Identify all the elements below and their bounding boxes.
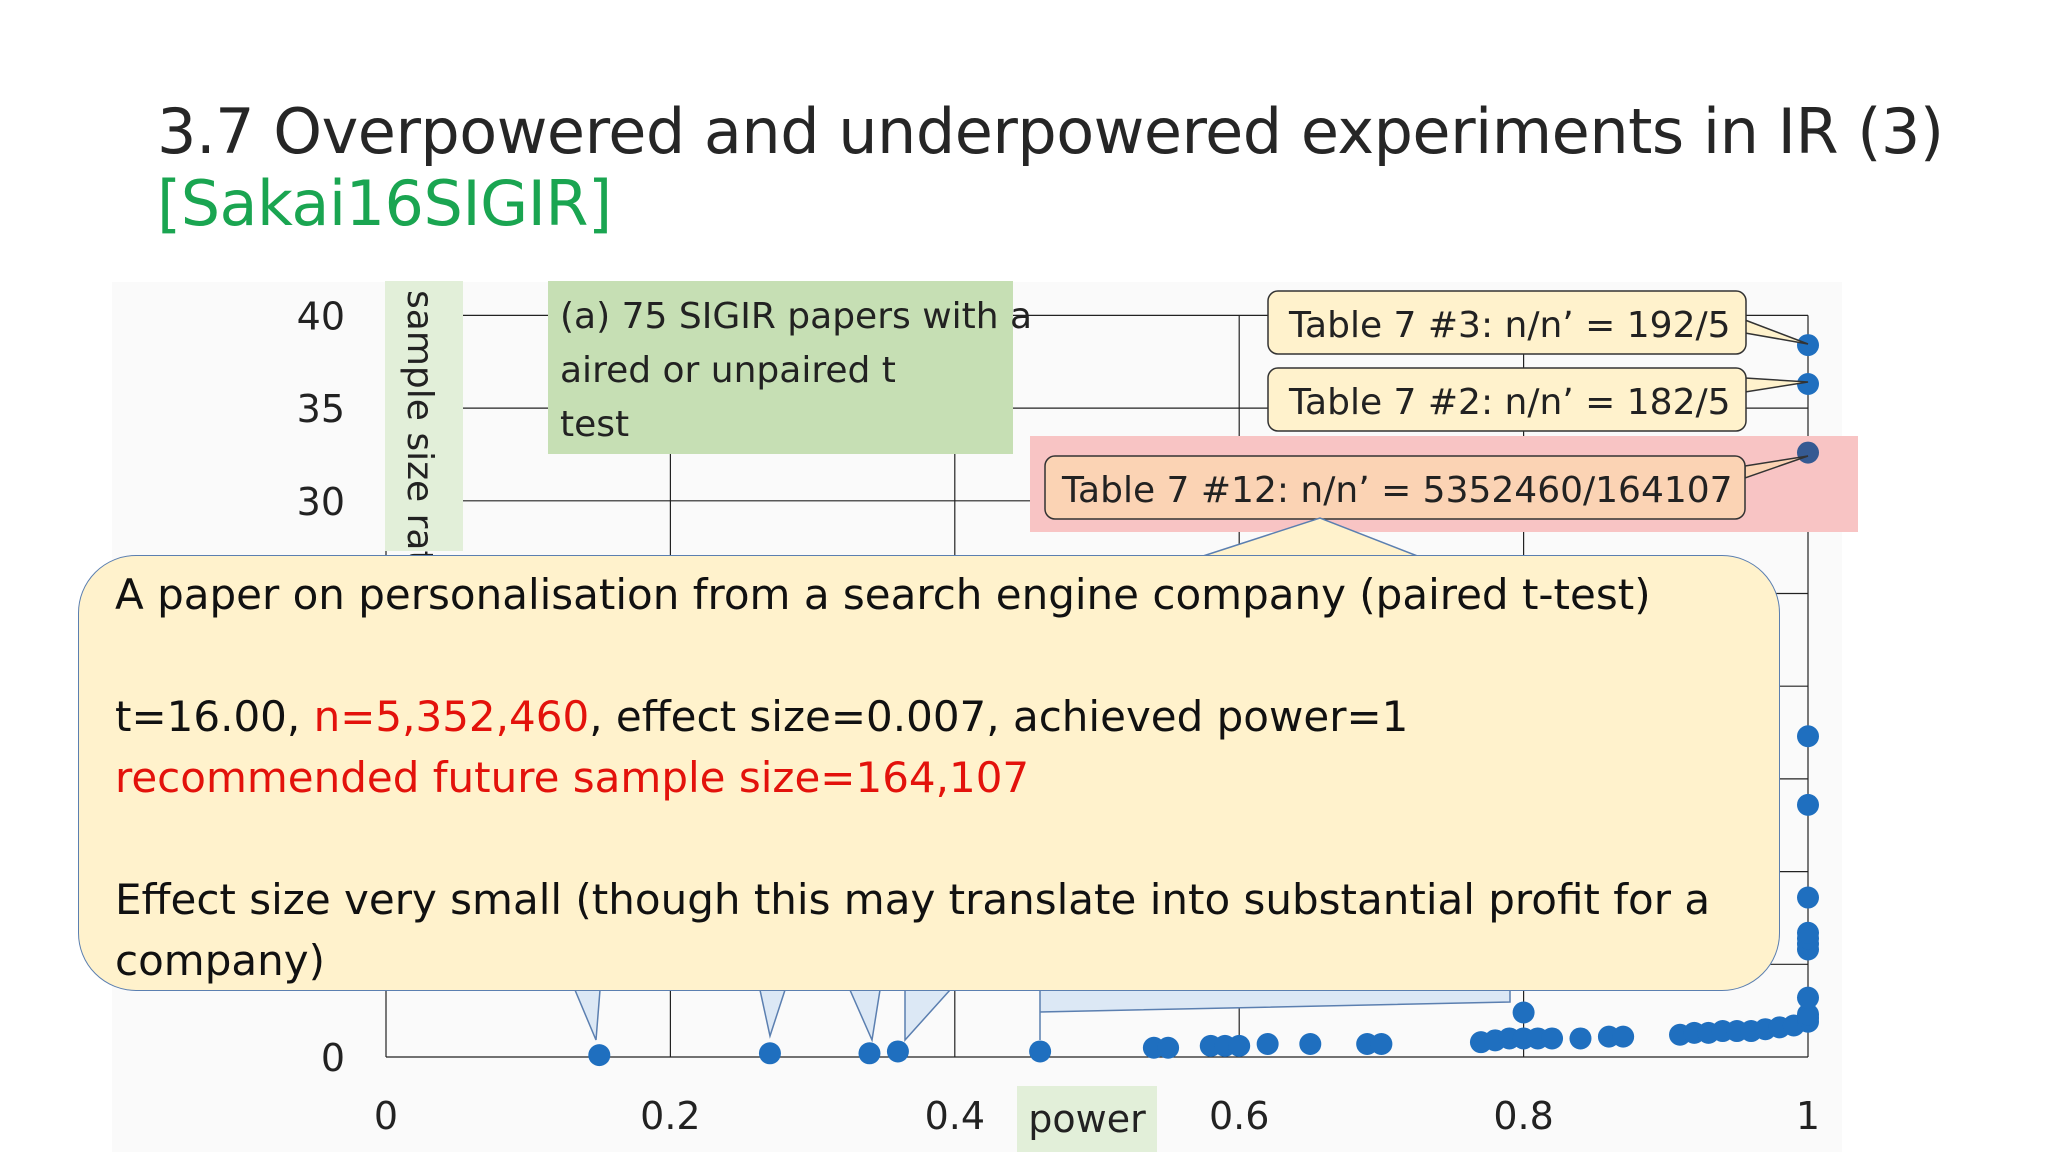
data-point bbox=[1797, 986, 1819, 1009]
y-tick-label: 0 bbox=[321, 1036, 345, 1080]
data-point bbox=[886, 1040, 909, 1063]
y-tick-label: 40 bbox=[297, 294, 345, 338]
panel-label: (a) 75 SIGIR papers with a aired or unpa… bbox=[560, 296, 1044, 445]
data-point bbox=[1797, 921, 1819, 944]
annotation-3-text: Table 7 #12: n/n’ = 5352460/164107 bbox=[1061, 470, 1733, 511]
x-tick-label: 0.8 bbox=[1493, 1094, 1553, 1138]
panel-label-line-1: (a) 75 SIGIR papers with a bbox=[560, 296, 1044, 337]
annotation-1-text: Table 7 #3: n/n’ = 192/5 bbox=[1288, 305, 1731, 346]
data-point bbox=[858, 1042, 881, 1065]
callout-tails bbox=[573, 984, 1511, 1043]
reference-text: [Sakai16SIGIR] bbox=[157, 167, 612, 240]
callout-line-2-b: , effect size=0.007, achieved power=1 bbox=[589, 692, 1409, 741]
data-point bbox=[588, 1044, 611, 1067]
data-point bbox=[1370, 1033, 1393, 1056]
callout-line-3: recommended future sample size=164,107 bbox=[115, 753, 1030, 802]
slide-title: 3.7 Overpowered and underpowered experim… bbox=[157, 96, 1944, 240]
data-points bbox=[588, 334, 1819, 1067]
y-axis-title-box bbox=[385, 281, 463, 551]
callout-line-2-a: t=16.00, bbox=[115, 692, 314, 741]
annotation-2-box bbox=[1267, 367, 1747, 432]
data-point bbox=[1256, 1033, 1279, 1056]
data-point bbox=[1797, 334, 1819, 357]
data-point bbox=[1797, 1003, 1819, 1026]
x-axis-title-box bbox=[1017, 1086, 1157, 1152]
x-tick-label: 0 bbox=[374, 1094, 398, 1138]
annotation-2-text: Table 7 #2: n/n’ = 182/5 bbox=[1288, 382, 1731, 423]
data-point bbox=[1569, 1027, 1592, 1050]
data-point bbox=[1797, 793, 1819, 816]
y-tick-label: 35 bbox=[297, 387, 345, 431]
x-tick-label: 0.4 bbox=[925, 1094, 985, 1138]
data-point bbox=[758, 1042, 781, 1065]
data-point bbox=[1157, 1036, 1180, 1059]
tick-labels: 0 0.2 0.4 0.6 0.8 1 0 30 35 40 bbox=[297, 294, 1820, 1138]
data-point bbox=[1228, 1034, 1251, 1057]
y-tick-label: 30 bbox=[297, 480, 345, 524]
explanation-callout: A paper on personalisation from a search… bbox=[78, 555, 1780, 991]
x-tick-label: 0.2 bbox=[640, 1094, 700, 1138]
panel-label-line-3: test bbox=[560, 404, 629, 445]
y-axis-title: sample size ratio bbox=[399, 290, 440, 597]
callout-line-2: t=16.00, n=5,352,460, effect size=0.007,… bbox=[115, 686, 1745, 747]
x-tick-label: 0.6 bbox=[1209, 1094, 1269, 1138]
callout-line-1: A paper on personalisation from a search… bbox=[115, 570, 1651, 619]
callout-sample-size: n=5,352,460 bbox=[313, 692, 590, 741]
title-text: 3.7 Overpowered and underpowered experim… bbox=[157, 95, 1944, 168]
x-tick-label: 1 bbox=[1796, 1094, 1820, 1138]
annotation-callouts: Table 7 #3: n/n’ = 192/5 Table 7 #2: n/n… bbox=[1044, 290, 1809, 520]
callout-spacer bbox=[115, 625, 1745, 686]
data-point bbox=[1541, 1027, 1564, 1050]
callout-spacer-2 bbox=[115, 808, 1745, 869]
annotation-1-box bbox=[1267, 290, 1747, 355]
data-point bbox=[1299, 1033, 1322, 1056]
data-point bbox=[1797, 372, 1819, 395]
data-point bbox=[1797, 725, 1819, 748]
data-point bbox=[1797, 886, 1819, 909]
data-point bbox=[1512, 1001, 1535, 1024]
data-point bbox=[1612, 1025, 1635, 1048]
panel-label-box bbox=[548, 281, 1013, 454]
x-axis-title: power bbox=[1028, 1097, 1146, 1141]
callout-line-4: Effect size very small (though this may … bbox=[115, 875, 1711, 985]
data-point bbox=[1797, 441, 1819, 464]
panel-label-line-2: aired or unpaired t bbox=[560, 350, 896, 391]
data-point bbox=[1029, 1040, 1052, 1063]
annotation-3-box bbox=[1044, 455, 1746, 520]
